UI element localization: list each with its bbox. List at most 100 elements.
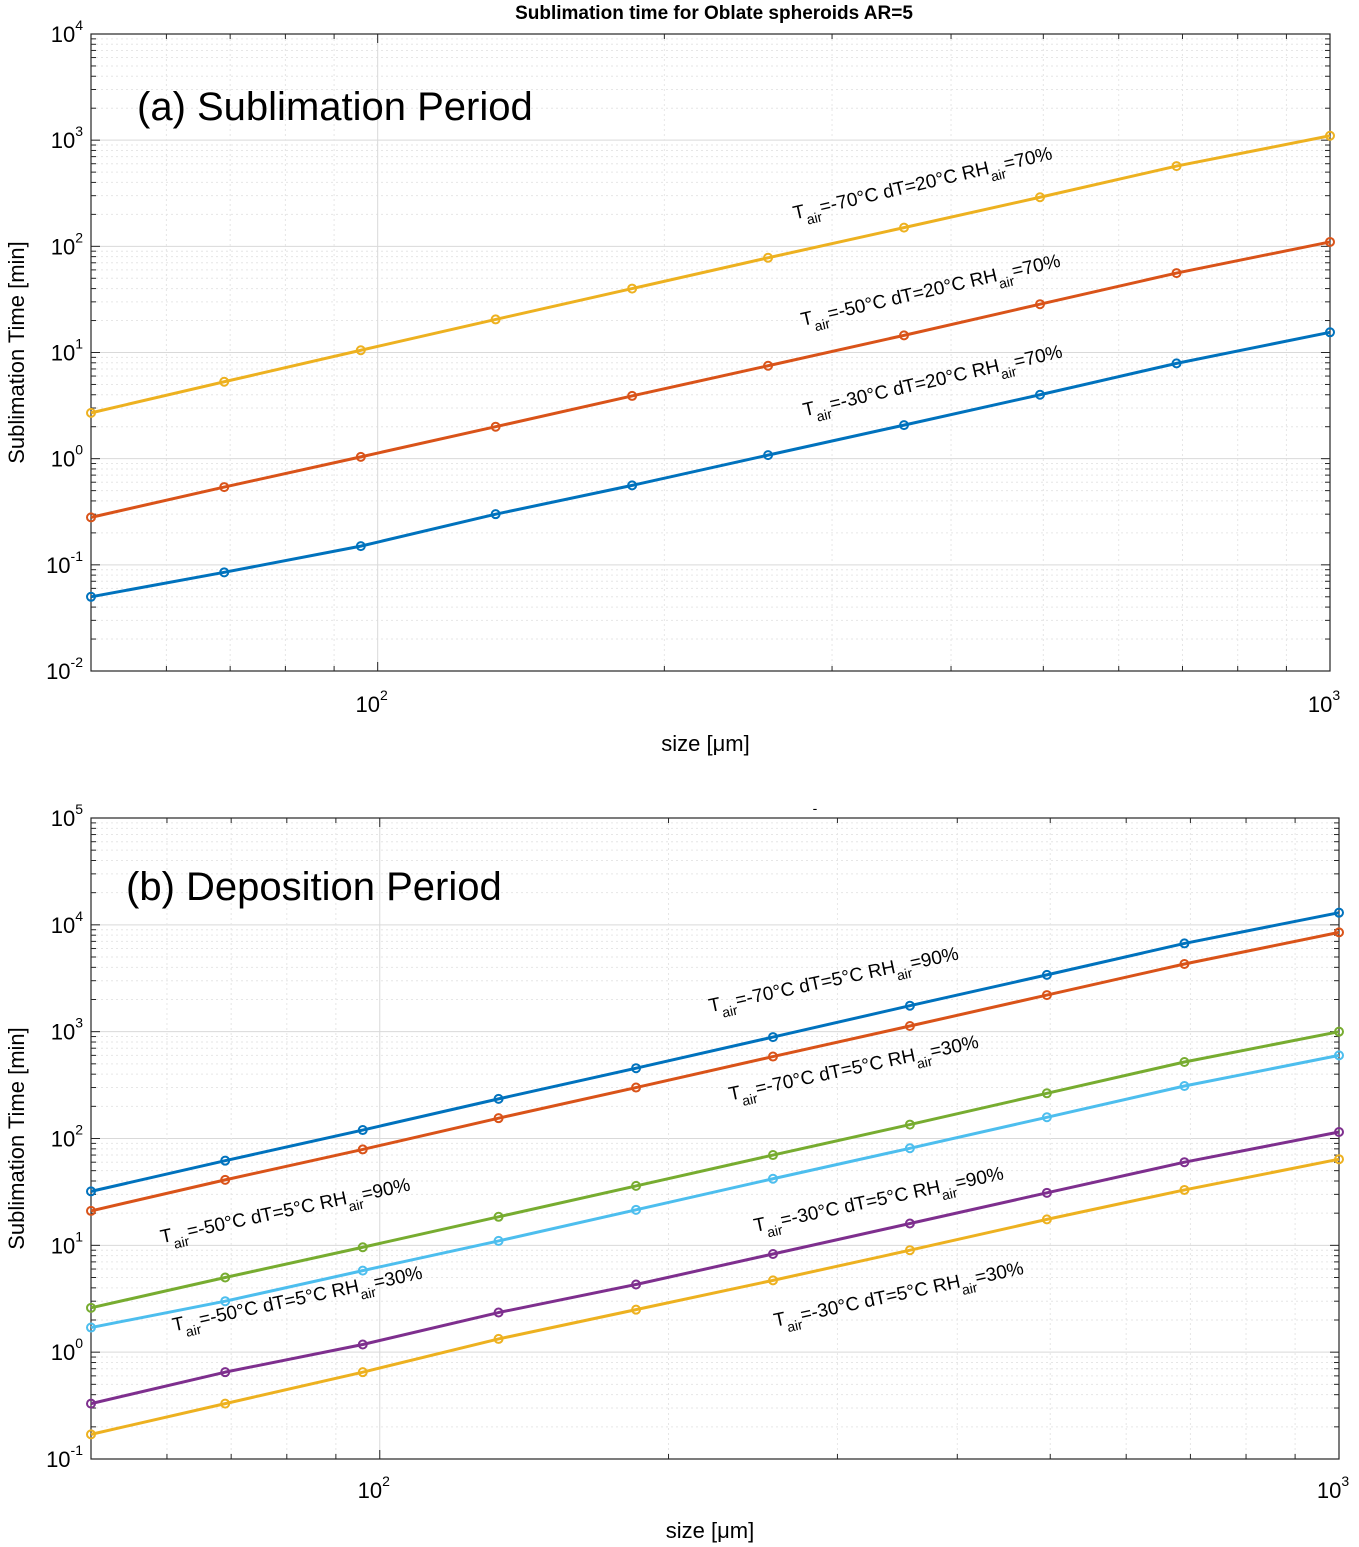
data-point	[1035, 389, 1046, 400]
data-point	[1325, 130, 1335, 141]
data-point	[220, 1367, 231, 1378]
data-point	[1041, 1214, 1052, 1225]
data-point	[767, 1150, 778, 1161]
data-point	[220, 1296, 231, 1307]
data-point	[493, 1093, 504, 1104]
data-point	[1035, 299, 1046, 310]
data-point	[490, 421, 501, 432]
data-point	[1334, 1154, 1344, 1165]
data-point	[355, 451, 366, 462]
data-point	[1041, 1187, 1052, 1198]
y-tick-label: 103	[51, 1015, 83, 1045]
series-1	[86, 236, 1335, 523]
data-point	[904, 1119, 915, 1130]
figure-title: Sublimation time for Oblate spheroids AR…	[515, 3, 913, 24]
data-point	[220, 1155, 231, 1166]
x-tick-label: 103	[1308, 687, 1340, 717]
data-point	[1179, 1184, 1190, 1195]
data-point	[86, 1429, 96, 1440]
data-point	[627, 390, 638, 401]
data-point	[904, 1245, 915, 1256]
data-point	[1179, 958, 1190, 969]
data-point	[1179, 938, 1190, 949]
data-point	[904, 1000, 915, 1011]
y-tick-label: 104	[51, 17, 83, 47]
data-point	[1334, 1050, 1344, 1061]
data-point	[898, 222, 909, 233]
y-tick-label: 100	[51, 442, 83, 472]
x-tick-label: 102	[356, 687, 388, 717]
data-point	[1325, 327, 1335, 338]
data-point	[631, 1279, 642, 1290]
x-axis-label: size [μm]	[666, 1518, 754, 1543]
data-point	[86, 1186, 96, 1197]
data-point	[86, 1322, 96, 1333]
data-point	[493, 1113, 504, 1124]
data-point	[357, 1144, 368, 1155]
y-tick-label: 101	[51, 1228, 83, 1258]
data-point	[763, 360, 774, 371]
data-point	[904, 1020, 915, 1031]
series-3	[86, 1050, 1344, 1333]
series-line	[90, 930, 1340, 1213]
x-axis-label: size [μm]	[661, 731, 749, 756]
data-point	[767, 1032, 778, 1043]
grid	[90, 34, 1331, 672]
data-point	[1171, 358, 1182, 369]
data-point	[631, 1063, 642, 1074]
series-1	[86, 927, 1344, 1216]
data-point	[1334, 907, 1344, 918]
data-point	[490, 509, 501, 520]
data-point	[493, 1235, 504, 1246]
series-line	[90, 1157, 1340, 1436]
y-tick-label: 103	[51, 123, 83, 153]
y-axis-label: Sublimation Time [min]	[4, 1027, 29, 1250]
data-point	[904, 1218, 915, 1229]
data-point	[1179, 1157, 1190, 1168]
data-point	[86, 591, 96, 602]
data-point	[219, 567, 230, 578]
data-point	[631, 1204, 642, 1215]
data-point	[86, 512, 96, 523]
data-point	[898, 330, 909, 341]
data-point	[631, 1304, 642, 1315]
data-point	[627, 283, 638, 294]
y-tick-label: 10-1	[46, 548, 83, 578]
data-point	[86, 407, 96, 418]
data-point	[355, 541, 366, 552]
data-point	[1041, 1088, 1052, 1099]
grid	[90, 818, 1340, 1460]
y-tick-label: 102	[51, 1122, 83, 1152]
data-point	[219, 376, 230, 387]
data-point	[1171, 161, 1182, 172]
data-point	[493, 1211, 504, 1222]
y-tick-label: 104	[51, 908, 83, 938]
series-line	[90, 134, 1331, 415]
x-tick-label: 103	[1317, 1473, 1349, 1503]
data-point	[86, 1302, 96, 1313]
data-point	[767, 1275, 778, 1286]
data-point	[86, 1398, 96, 1409]
y-tick-label: 102	[51, 229, 83, 259]
data-point	[1179, 1081, 1190, 1092]
data-point	[220, 1398, 231, 1409]
data-point	[627, 480, 638, 491]
data-point	[1041, 1112, 1052, 1123]
series-2	[86, 130, 1335, 418]
data-point	[898, 420, 909, 431]
series-line	[90, 330, 1331, 599]
data-point	[631, 1082, 642, 1093]
series-0	[86, 327, 1335, 602]
panel-label: (a) Sublimation Period	[137, 85, 533, 129]
data-point	[86, 1205, 96, 1216]
y-axis-label: Sublimation Time [min]	[4, 241, 29, 464]
data-point	[490, 314, 501, 325]
data-point	[357, 1265, 368, 1276]
y-tick-label: 10-1	[46, 1442, 83, 1472]
series-line	[90, 1030, 1340, 1310]
y-tick-label: 101	[51, 336, 83, 366]
data-point	[1041, 969, 1052, 980]
data-point	[1334, 1127, 1344, 1138]
data-point	[1041, 990, 1052, 1001]
